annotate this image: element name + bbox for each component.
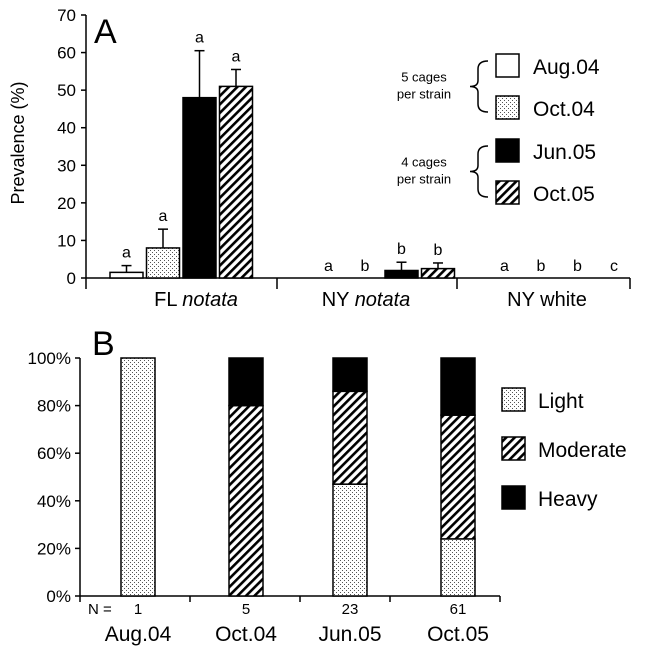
- panel-a-bar: [182, 96, 217, 279]
- panel-b-y-tick-label: 60%: [37, 444, 71, 463]
- panel-b-bar-segment: [332, 357, 368, 393]
- panel-a-legend-label: Oct.04: [533, 98, 595, 121]
- panel-a-y-tick-label: 60: [57, 44, 76, 63]
- panel-a-y-tick-label: 10: [57, 231, 76, 250]
- panel-b-y-tick-label: 40%: [37, 492, 71, 511]
- panel-a: A Prevalence (%) 0 10 20 30 40 50 60 70 a a a a a b b…: [8, 6, 631, 311]
- panel-a-y-axis-label: Prevalence (%): [8, 81, 28, 204]
- panel-b-n-value: 5: [242, 601, 250, 618]
- panel-a-bar: [218, 85, 254, 279]
- panel-b-y-tick-label: 80%: [37, 397, 71, 416]
- panel-a-legend-group-label: 5 cages: [401, 70, 447, 85]
- panel-a-y-tick-label: 40: [57, 119, 76, 138]
- panel-b-n-value: 61: [450, 601, 467, 618]
- panel-b-legend-label: Moderate: [538, 439, 627, 462]
- panel-a-bar: [109, 271, 144, 279]
- panel-a-bar: [420, 267, 456, 279]
- panel-a-significance-letter: a: [122, 245, 131, 262]
- panel-b-label: B: [92, 325, 115, 363]
- panel-b-bar-segment: [228, 404, 264, 597]
- panel-a-category-label: FL notata: [154, 289, 238, 311]
- panel-a-significance-letter: b: [361, 258, 370, 275]
- panel-a-bar: [145, 247, 181, 279]
- panel-b-category-label: Aug.04: [105, 623, 172, 646]
- panel-a-y-tick-label: 50: [57, 81, 76, 100]
- panel-a-legend-swatch: [495, 180, 520, 205]
- panel-a-significance-letter: a: [159, 208, 168, 225]
- panel-b-y-tick-label: 100%: [28, 349, 71, 368]
- panel-b-n-prefix: N =: [88, 601, 112, 618]
- panel-b-legend-swatch: [501, 387, 526, 412]
- panel-b-legend-label: Heavy: [538, 488, 598, 511]
- panel-a-significance-letter: b: [537, 258, 546, 275]
- panel-b-n-value: 1: [134, 601, 142, 618]
- panel-b-y-tick-label: 20%: [37, 539, 71, 558]
- panel-b-bar-segment: [228, 357, 264, 407]
- panel-a-y-tick-label: 20: [57, 194, 76, 213]
- panel-a-y-tick-label: 30: [57, 156, 76, 175]
- panel-b-n-value: 23: [342, 601, 359, 618]
- panel-a-legend-swatch: [495, 138, 520, 163]
- panel-a-legend-swatch: [495, 53, 520, 78]
- panel-a-legend-label: Aug.04: [533, 56, 600, 79]
- panel-a-significance-letter: b: [397, 241, 406, 258]
- panel-a-legend-label: Oct.05: [533, 183, 595, 206]
- panel-a-bar: [384, 269, 419, 279]
- panel-a-significance-letter: a: [500, 258, 509, 275]
- panel-b-category-label: Oct.04: [215, 623, 277, 646]
- panel-b-legend-swatch: [501, 436, 526, 461]
- panel-a-significance-letter: a: [195, 30, 204, 47]
- panel-b-bar-segment: [440, 414, 476, 540]
- panel-a-legend-brace: [469, 60, 489, 113]
- panel-b-bar-segment: [440, 357, 476, 416]
- panel-b-y-tick-label: 0%: [46, 587, 71, 606]
- panel-a-significance-letter: c: [610, 258, 618, 275]
- panel-b-category-label: Oct.05: [427, 623, 489, 646]
- panel-b-bar-segment: [332, 390, 368, 485]
- panel-a-legend-brace: [469, 145, 489, 198]
- panel-a-legend-swatch: [495, 95, 520, 120]
- panel-a-legend-group-label: per strain: [397, 172, 451, 187]
- panel-a-label: A: [94, 13, 117, 51]
- panel-a-significance-letter: a: [232, 48, 241, 65]
- panel-a-y-tick-label: 0: [67, 269, 76, 288]
- panel-b-bar-segment: [440, 538, 476, 597]
- panel-a-significance-letter: b: [434, 242, 443, 259]
- panel-a-legend-group-label: per strain: [397, 87, 451, 102]
- panel-a-y-tick-label: 70: [57, 6, 76, 25]
- panel-b: B 0%20%40%60%80%100% LightModerateHeavy …: [28, 325, 627, 646]
- panel-a-category-label: NY notata: [322, 289, 411, 311]
- panel-a-legend-label: Jun.05: [533, 141, 596, 164]
- panel-a-significance-letter: b: [573, 258, 582, 275]
- panel-a-significance-letter: a: [324, 258, 333, 275]
- panel-a-legend-group-label: 4 cages: [401, 155, 447, 170]
- panel-a-category-label: NY white: [507, 289, 587, 311]
- panel-b-legend-swatch: [501, 485, 526, 510]
- panel-b-legend-label: Light: [538, 390, 584, 413]
- panel-b-bar-segment: [120, 357, 156, 597]
- panel-b-bar-segment: [332, 483, 368, 597]
- panel-b-category-label: Jun.05: [318, 623, 381, 646]
